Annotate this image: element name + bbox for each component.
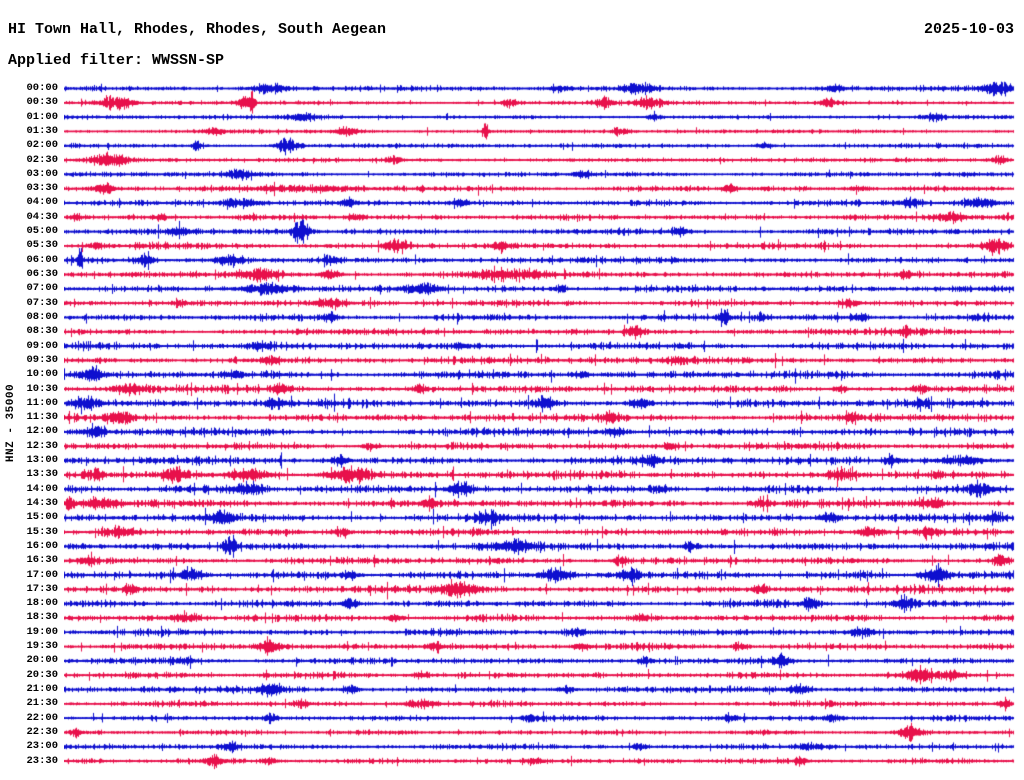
time-label: 21:30 <box>26 697 58 710</box>
time-label: 05:00 <box>26 225 58 238</box>
station-title: HI Town Hall, Rhodes, Rhodes, South Aege… <box>8 21 387 38</box>
time-label: 21:00 <box>26 683 58 696</box>
time-label: 20:00 <box>26 654 58 667</box>
time-label: 17:30 <box>26 582 58 595</box>
time-label: 22:30 <box>26 725 58 738</box>
time-label: 18:00 <box>26 597 58 610</box>
time-label: 00:00 <box>26 82 58 94</box>
time-label: 01:00 <box>26 110 58 123</box>
time-label: 23:00 <box>26 740 58 753</box>
time-label: 11:00 <box>26 396 58 409</box>
date-label: 2025-10-03 <box>923 21 1014 38</box>
time-label: 06:30 <box>26 268 58 281</box>
time-label: 14:00 <box>26 482 58 495</box>
time-label: 22:00 <box>26 711 58 724</box>
time-label: 10:00 <box>26 368 58 381</box>
time-label: 17:00 <box>26 568 58 581</box>
time-label: 13:30 <box>26 468 58 481</box>
time-label: 02:30 <box>26 153 58 166</box>
time-label: 09:30 <box>26 353 58 366</box>
time-label: 03:00 <box>26 167 58 180</box>
time-label: 19:30 <box>26 640 58 653</box>
time-label: 15:30 <box>26 525 58 538</box>
time-label: 19:00 <box>26 625 58 638</box>
time-label: 09:00 <box>26 339 58 352</box>
time-label: 14:30 <box>26 496 58 509</box>
time-label: 08:00 <box>26 310 58 323</box>
time-label: 04:00 <box>26 196 58 209</box>
time-label: 15:00 <box>26 511 58 524</box>
time-label: 07:30 <box>26 296 58 309</box>
time-label: 12:00 <box>26 425 58 438</box>
seismogram-traces-canvas <box>64 80 1015 770</box>
time-label: 16:00 <box>26 539 58 552</box>
time-label: 04:30 <box>26 210 58 223</box>
time-label: 10:30 <box>26 382 58 395</box>
time-label: 16:30 <box>26 554 58 567</box>
time-label: 23:30 <box>26 754 58 767</box>
time-label: 08:30 <box>26 325 58 338</box>
time-label: 03:30 <box>26 182 58 195</box>
time-label: 06:00 <box>26 253 58 266</box>
time-label: 05:30 <box>26 239 58 252</box>
filter-label: Applied filter: WWSSN-SP <box>8 52 225 69</box>
time-label: 11:30 <box>26 411 58 424</box>
time-label: 01:30 <box>26 124 58 137</box>
time-label: 02:00 <box>26 139 58 152</box>
time-label: 12:30 <box>26 439 58 452</box>
time-label: 00:30 <box>26 96 58 109</box>
time-label: 07:00 <box>26 282 58 295</box>
time-label: 18:30 <box>26 611 58 624</box>
time-label: 13:00 <box>26 454 58 467</box>
time-label: 20:30 <box>26 668 58 681</box>
